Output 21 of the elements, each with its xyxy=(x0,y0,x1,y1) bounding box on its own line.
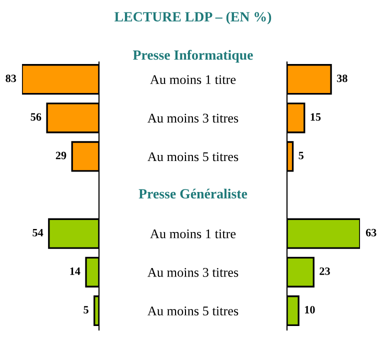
data-label: 83 xyxy=(6,74,16,82)
data-label: 63 xyxy=(366,228,376,236)
data-label: 56 xyxy=(30,113,42,121)
text: Presse Généraliste xyxy=(138,188,248,199)
data-label: 5 xyxy=(298,152,304,160)
data-label: 5 xyxy=(84,306,88,314)
text: LECTURE LDP – (EN %) xyxy=(114,12,272,24)
data-label: 38 xyxy=(337,74,348,82)
y-tick-label: Au moins 5 titres xyxy=(148,306,238,316)
data-label: 23 xyxy=(320,267,330,275)
data-label: 14 xyxy=(70,267,80,275)
y-tick-label: Au moins 3 titres xyxy=(148,114,238,123)
y-tick-label: Au moins 3 titres xyxy=(148,268,238,277)
y-tick-label: Au moins 5 titres xyxy=(148,152,238,162)
data-label: 29 xyxy=(56,152,66,160)
y-tick-label: Au moins 1 titre xyxy=(150,229,236,238)
data-label: 54 xyxy=(32,228,44,236)
data-label: 10 xyxy=(305,306,315,314)
text: Presse Informatique xyxy=(132,50,253,63)
data-label: 15 xyxy=(310,113,321,121)
y-tick-label: Au moins 1 titre xyxy=(150,75,236,84)
